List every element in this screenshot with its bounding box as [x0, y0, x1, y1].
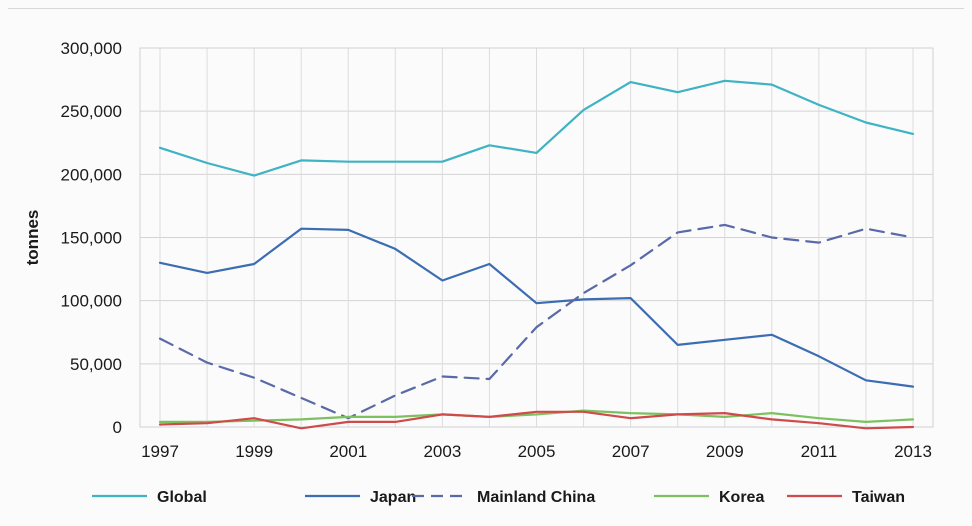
y-tick-label: 50,000: [70, 355, 122, 374]
plot-border: [139, 47, 934, 428]
y-tick-label: 250,000: [61, 102, 122, 121]
x-tick-label: 2007: [612, 442, 650, 461]
x-axis-ticks: 1997 1999 2001 2003 2005 2007 2009 2011 2013: [141, 442, 932, 461]
legend-label: Global: [157, 489, 207, 506]
x-tick-label: 2003: [423, 442, 461, 461]
series-line-mainland-china: [158, 223, 915, 420]
x-tick-label: 2001: [329, 442, 367, 461]
x-tick-label: 2005: [518, 442, 556, 461]
x-tick-label: 2011: [801, 442, 838, 461]
y-tick-label: 200,000: [61, 165, 122, 184]
y-tick-label: 300,000: [61, 39, 122, 58]
legend-label: Korea: [719, 489, 764, 506]
x-tick-label: 2009: [706, 442, 744, 461]
x-tick-label: 1997: [141, 442, 179, 461]
legend-label: Mainland China: [477, 489, 595, 506]
top-divider: [8, 8, 964, 9]
gridlines: [139, 47, 934, 428]
legend-label: Japan: [370, 489, 416, 506]
y-axis-ticks: 0 50,000 100,000 150,000 200,000 250,000 300,0…: [61, 39, 122, 437]
y-tick-label: 150,000: [61, 229, 122, 248]
x-tick-label: 1999: [235, 442, 273, 461]
series-lines: [158, 79, 915, 430]
legend-label: Taiwan: [852, 489, 905, 506]
y-axis-title: tonnes: [23, 210, 42, 266]
series-line-japan: [158, 227, 915, 388]
series-line-taiwan: [158, 410, 915, 430]
series-line-korea: [158, 409, 915, 423]
y-tick-label: 100,000: [61, 292, 122, 311]
x-tick-label: 2013: [894, 442, 932, 461]
y-tick-label: 0: [113, 418, 122, 437]
legend: Global Japan Mainland China Korea Taiwan: [92, 489, 905, 506]
series-line-global: [158, 79, 915, 177]
